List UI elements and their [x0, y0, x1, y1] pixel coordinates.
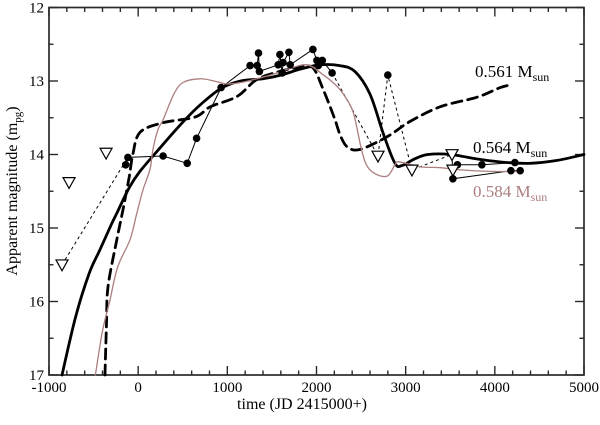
y-tick-label: 17: [29, 368, 45, 384]
data-point-circle: [276, 50, 284, 59]
y-tick-label: 16: [29, 295, 45, 311]
y-tick-label: 13: [29, 74, 44, 90]
data-point-circle: [254, 49, 263, 57]
x-tick-label: 0: [134, 380, 142, 396]
data-point-circle: [121, 161, 130, 169]
legend-label-0564: 0.564 Msun: [473, 138, 547, 160]
upper-limit-triangle: [445, 164, 460, 178]
data-point-circle: [159, 152, 167, 160]
x-tick-label: 4000: [480, 380, 510, 396]
data-point-circle: [124, 153, 132, 162]
upper-limit-triangle: [445, 149, 460, 162]
x-tick-label: 5000: [569, 380, 599, 396]
data-point-circle: [328, 69, 336, 77]
legend-label-0561: 0.561 Msun: [475, 62, 549, 84]
data-point-circle: [183, 159, 191, 168]
y-axis-title: Apparent magnitude (mpg): [4, 106, 24, 275]
data-point-circle: [318, 56, 327, 65]
data-point-circle: [309, 45, 317, 54]
x-tick-label: 2000: [302, 380, 332, 396]
data-point-circle: [278, 69, 287, 77]
data-point-circle: [217, 83, 225, 92]
model-curves: [60, 63, 586, 377]
axis-ticks: [48, 6, 585, 376]
upper-limit-triangle: [404, 164, 419, 178]
data-point-circle: [253, 61, 261, 70]
upper-limit-triangle: [371, 150, 386, 164]
data-markers: [54, 45, 524, 272]
data-point-circle: [314, 61, 323, 70]
observation-connector-line: [451, 154, 521, 180]
axis-tick-labels: -1000 0 1000 2000 3000 4000 5000 12 13 14 15 16 17: [29, 1, 599, 397]
curve-model-0-564-msun: [60, 63, 586, 377]
data-point-circle: [279, 58, 287, 67]
data-point-circle: [286, 61, 295, 69]
upper-limit-triangle: [54, 259, 70, 272]
x-tick-label: -1000: [32, 380, 67, 396]
data-point-circle: [449, 175, 457, 183]
upper-limit-triangle: [62, 177, 77, 190]
upper-limit-triangle: [99, 147, 114, 161]
x-axis-title: time (JD 2415000+): [237, 396, 367, 413]
y-tick-label: 14: [29, 148, 45, 164]
x-tick-label: 1000: [212, 380, 242, 396]
data-point-circle: [478, 161, 486, 169]
y-tick-label: 15: [29, 221, 44, 237]
data-point-circle: [255, 67, 264, 76]
data-point-circle: [384, 71, 392, 79]
data-point-circle: [516, 166, 524, 175]
y-tick-label: 12: [29, 1, 44, 17]
data-point-circle: [192, 134, 201, 143]
x-tick-label: 3000: [391, 380, 421, 396]
data-point-circle: [511, 158, 519, 167]
data-point-circle: [507, 166, 515, 175]
data-point-circle: [285, 48, 293, 57]
legend-label-0584: 0.584 Msun: [473, 182, 547, 204]
data-point-circle: [246, 61, 254, 70]
curve-model-0-584-msun: [94, 63, 521, 376]
